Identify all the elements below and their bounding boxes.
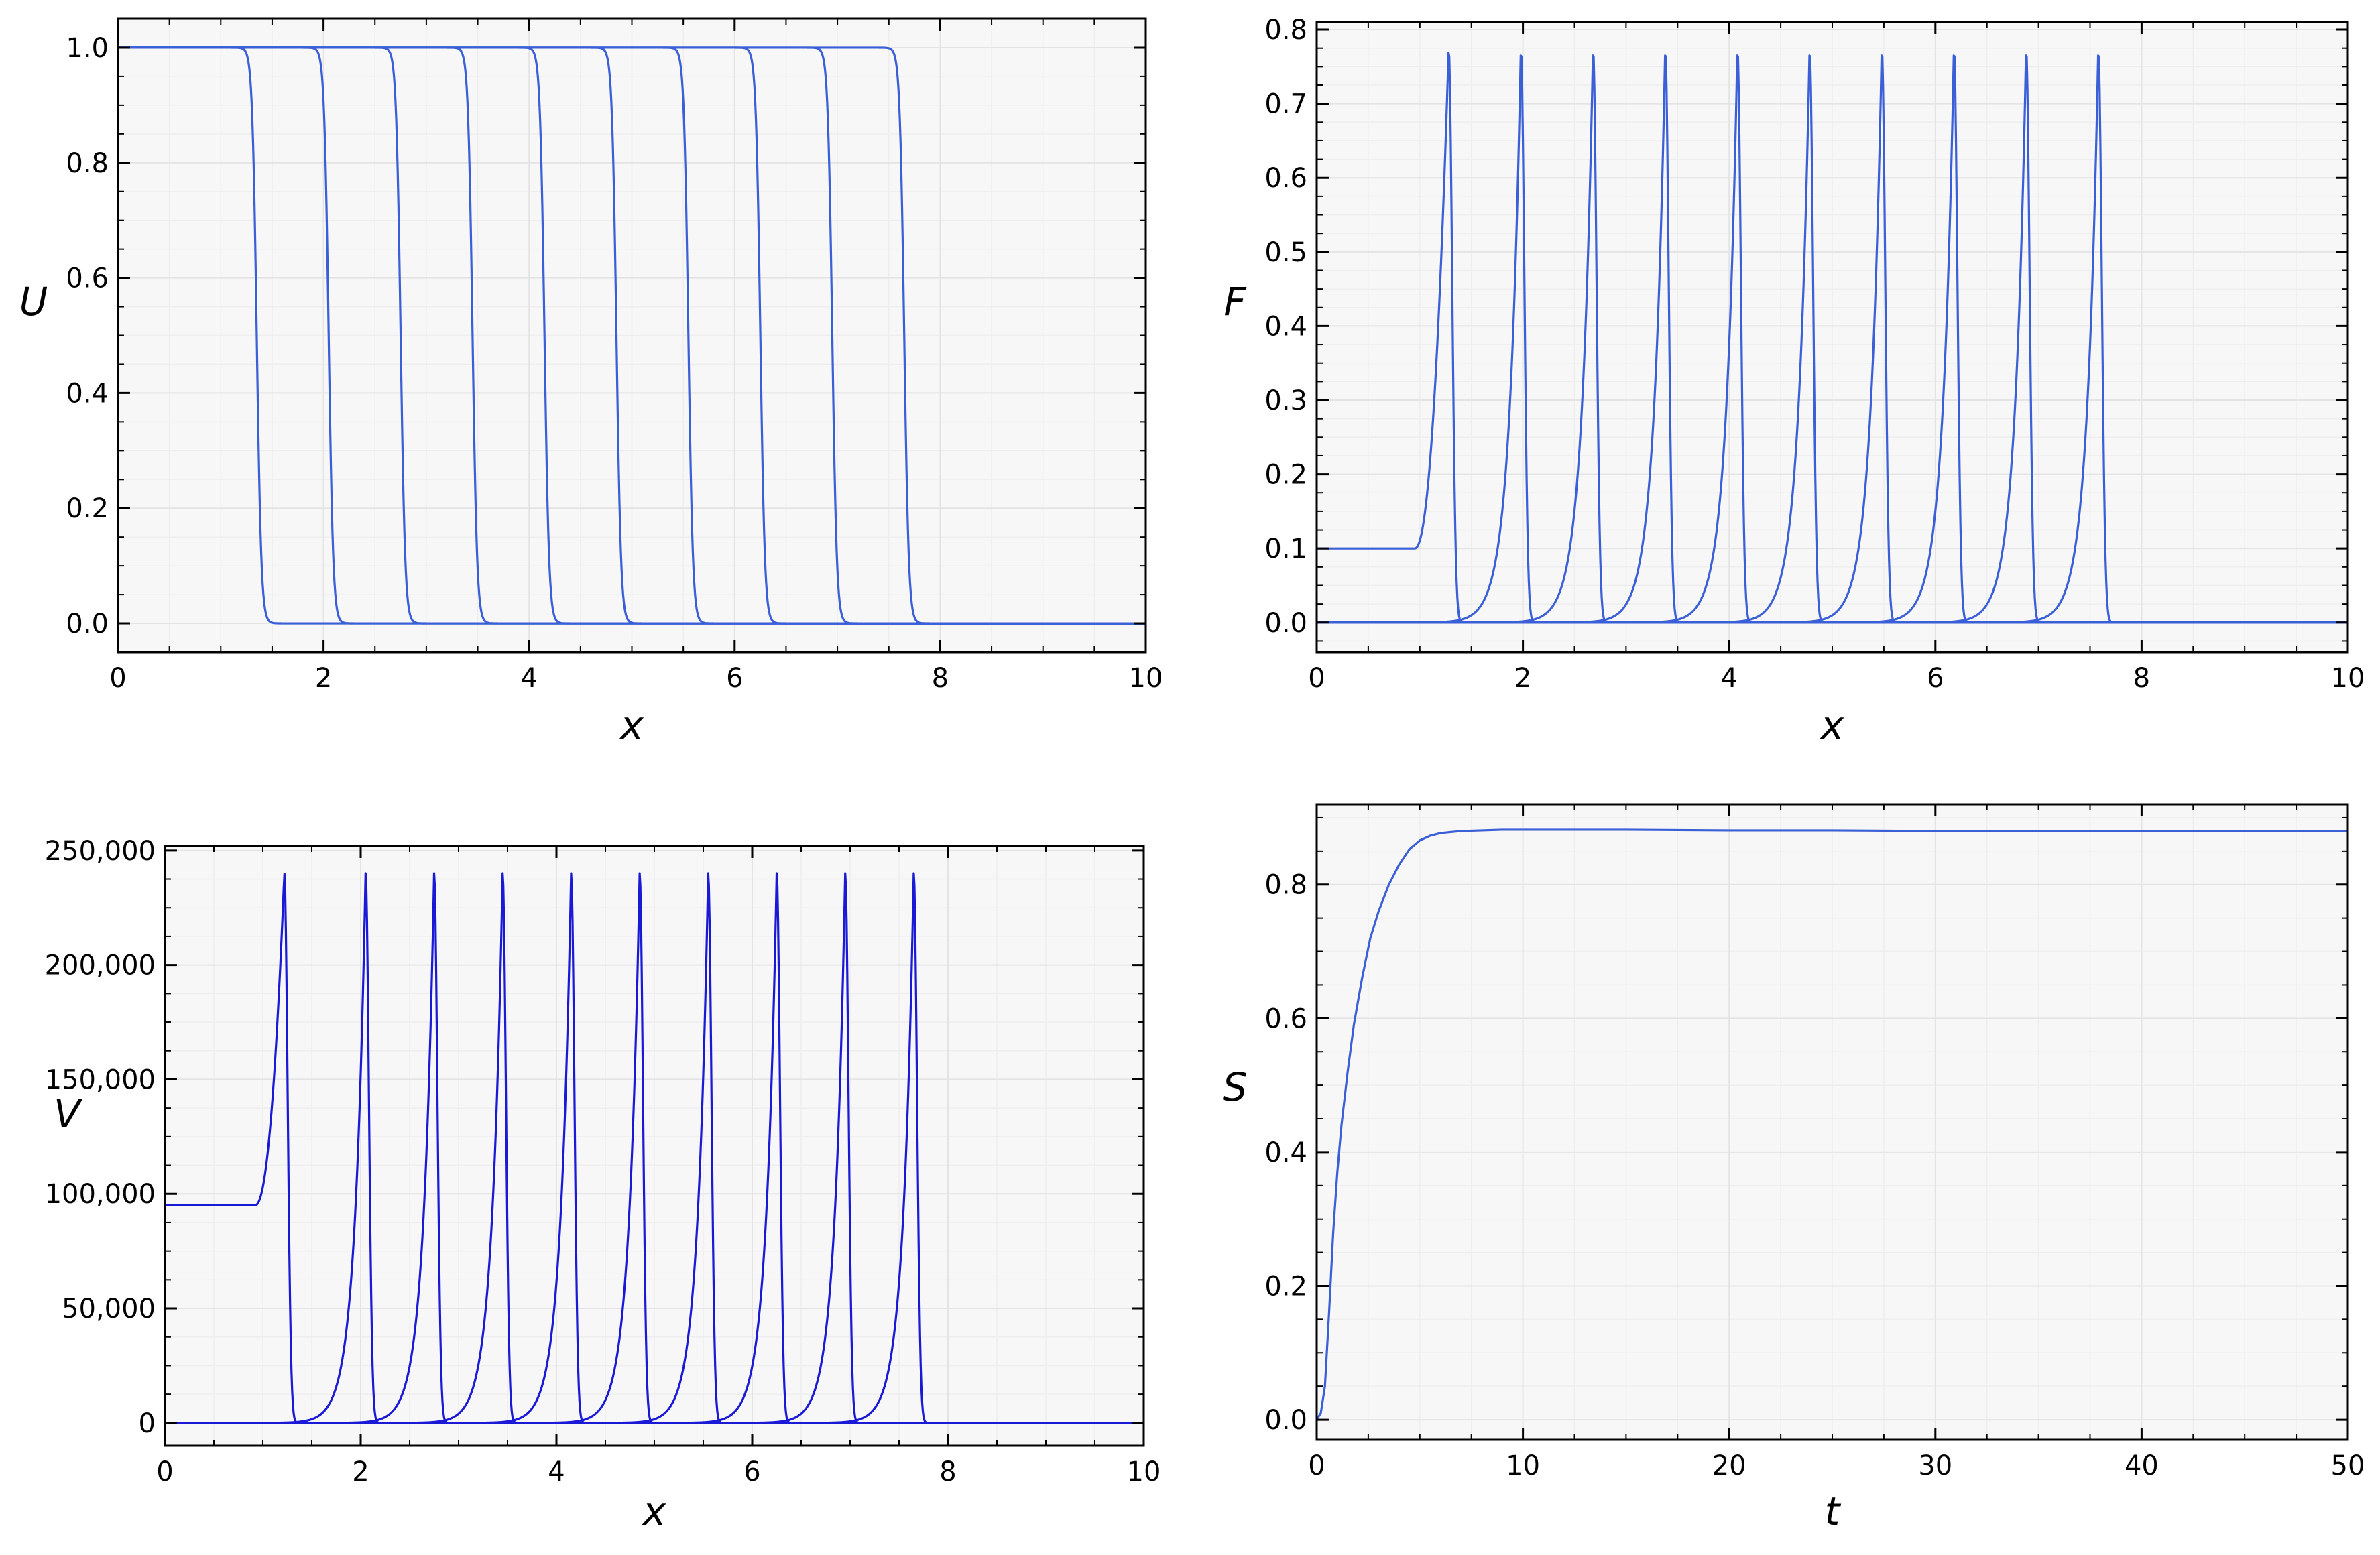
x-tick-label: 30 — [1918, 1450, 1952, 1481]
series-line-1 — [1315, 828, 2348, 1420]
x-tick-label: 6 — [1927, 663, 1944, 694]
x-tick-label: 40 — [2125, 1450, 2159, 1481]
y-tick-label: 0.3 — [1264, 385, 1307, 416]
x-tick-label: 50 — [2331, 1450, 2365, 1481]
x-tick-label: 2 — [1514, 663, 1531, 694]
y-tick-label: 1.0 — [66, 33, 109, 64]
y-tick-label: 0.4 — [1264, 311, 1307, 342]
y-axis-label: U — [19, 279, 48, 324]
y-tick-label: 0.8 — [1264, 870, 1307, 901]
x-tick-label: 8 — [2133, 663, 2150, 694]
y-axis-label: F — [1224, 279, 1247, 324]
y-tick-label: 0.4 — [66, 378, 109, 409]
x-tick-label: 20 — [1712, 1450, 1746, 1481]
y-tick-label: 0.0 — [1264, 608, 1307, 639]
y-tick-label: 0.6 — [1264, 163, 1307, 194]
x-tick-label: 6 — [726, 663, 743, 694]
y-tick-label: 150,000 — [45, 1064, 156, 1095]
x-tick-label: 4 — [548, 1456, 564, 1487]
y-tick-label: 0.8 — [1264, 15, 1307, 46]
y-tick-label: 250,000 — [45, 836, 156, 867]
y-tick-label: 0.8 — [66, 148, 109, 179]
y-tick-label: 0.7 — [1264, 89, 1307, 120]
y-tick-label: 0.6 — [66, 263, 109, 294]
x-tick-label: 0 — [1308, 663, 1325, 694]
x-axis-label: x — [619, 702, 644, 748]
y-tick-label: 0.0 — [1264, 1405, 1307, 1436]
x-axis-label: x — [642, 1489, 666, 1534]
y-tick-label: 0.0 — [66, 609, 109, 639]
y-tick-label: 0.5 — [1264, 237, 1307, 268]
x-tick-label: 8 — [932, 663, 949, 694]
x-tick-label: 6 — [743, 1456, 760, 1487]
y-tick-label: 100,000 — [45, 1179, 156, 1210]
y-tick-label: 0.2 — [1264, 460, 1307, 491]
x-tick-label: 0 — [109, 663, 126, 694]
x-tick-label: 0 — [1308, 1450, 1325, 1481]
y-axis-label: V — [54, 1091, 83, 1137]
x-tick-label: 0 — [156, 1456, 173, 1487]
y-tick-label: 0.6 — [1264, 1003, 1307, 1034]
x-tick-label: 8 — [939, 1456, 956, 1487]
x-tick-label: 4 — [1720, 663, 1737, 694]
x-tick-label: 10 — [1127, 1456, 1161, 1487]
y-tick-label: 0.2 — [1264, 1271, 1307, 1302]
y-tick-label: 0.4 — [1264, 1137, 1307, 1168]
series-line-10 — [164, 872, 1144, 1424]
x-tick-label: 10 — [1129, 663, 1163, 694]
y-axis-label: S — [1223, 1064, 1248, 1110]
series-line-10 — [1316, 54, 2348, 624]
x-tick-label: 2 — [352, 1456, 369, 1487]
y-tick-label: 200,000 — [45, 950, 156, 981]
x-tick-label: 10 — [2331, 663, 2365, 694]
x-axis-label: x — [1820, 702, 1844, 748]
panel-f: 0 2 4 6 8 10 0.0 0.1 0.2 0.3 0.4 0.5 0.6 0.7 0.8 x F — [1224, 15, 2365, 748]
y-tick-label: 0.2 — [66, 493, 109, 524]
x-tick-label: 4 — [520, 663, 537, 694]
x-tick-label: 10 — [1506, 1450, 1540, 1481]
panel-u: 0 2 4 6 8 10 0.0 0.2 0.4 0.6 0.8 1.0 x U — [19, 17, 1163, 748]
panel-v: 0 2 4 6 8 10 0 50,000 100,000 150,000 200,000 250,0… — [45, 836, 1161, 1534]
panel-s: 0 10 20 30 40 50 0.0 0.2 0.4 0.6 0.8 t S — [1223, 803, 2365, 1534]
series-line-10 — [117, 46, 1146, 625]
x-axis-label: t — [1825, 1489, 1842, 1534]
y-tick-label: 0 — [139, 1408, 156, 1439]
x-tick-label: 2 — [315, 663, 332, 694]
y-tick-label: 0.1 — [1264, 534, 1307, 564]
y-tick-label: 50,000 — [62, 1294, 156, 1324]
